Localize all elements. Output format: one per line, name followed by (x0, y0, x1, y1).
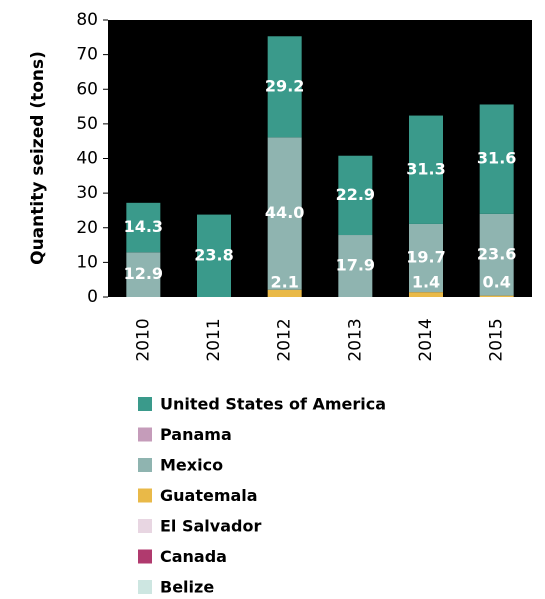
bar-segment (409, 223, 443, 293)
data-label: 31.6 (477, 149, 516, 168)
data-label: 17.9 (336, 256, 375, 275)
bar-segment (126, 202, 161, 253)
data-label: 12.9 (124, 264, 163, 283)
data-label: 23.6 (477, 244, 516, 263)
legend-swatch (138, 427, 152, 442)
data-label: 31.3 (406, 159, 445, 178)
legend-label: Canada (160, 547, 227, 566)
bar-segment (126, 252, 161, 297)
data-label: 14.3 (124, 217, 163, 236)
y-tick-label: 0 (87, 287, 98, 307)
bar-segment (409, 115, 443, 224)
legend-label: Mexico (160, 456, 223, 475)
data-label: 23.8 (194, 245, 233, 264)
data-label: 22.9 (336, 185, 375, 204)
data-label: 0.4 (482, 273, 510, 292)
bar-segment (267, 137, 302, 290)
legend-swatch (138, 397, 152, 411)
bar-segment (197, 214, 231, 297)
x-tick-label: 2014 (416, 318, 436, 361)
y-tick-label: 60 (76, 79, 98, 99)
y-tick-label: 10 (76, 252, 98, 272)
plot-area (108, 20, 532, 297)
x-tick-label: 2012 (275, 318, 295, 361)
legend-label: Guatemala (160, 486, 258, 505)
data-label: 44.0 (265, 203, 304, 222)
bar-segment (338, 235, 373, 297)
y-tick-label: 80 (76, 10, 98, 30)
data-label: 19.7 (406, 248, 445, 267)
legend-label: El Salvador (160, 517, 261, 536)
data-label: 1.4 (412, 273, 440, 292)
y-tick-label: 50 (76, 114, 98, 134)
bar-segment (267, 289, 302, 297)
legend-swatch (138, 549, 152, 564)
y-axis-label: Quantity seized (tons) (28, 51, 48, 265)
x-tick-label: 2011 (204, 318, 224, 361)
data-label: 29.2 (265, 76, 304, 95)
bar-segment (479, 295, 514, 297)
x-tick-label: 2010 (133, 318, 153, 361)
y-tick-label: 40 (76, 149, 98, 169)
legend-swatch (138, 488, 152, 503)
legend-label: Panama (160, 425, 232, 444)
y-tick-label: 70 (76, 45, 98, 65)
legend-swatch (138, 580, 152, 594)
legend-label: United States of America (160, 395, 386, 414)
legend-swatch (138, 458, 152, 472)
bar-segment (409, 292, 443, 297)
bar-segment (479, 213, 514, 296)
x-tick-label: 2013 (345, 318, 365, 361)
y-tick-label: 20 (76, 218, 98, 238)
data-label: 2.1 (270, 273, 298, 292)
bar-segment (338, 155, 373, 236)
bar-segment (267, 36, 302, 138)
legend-label: Belize (160, 578, 214, 597)
y-tick-label: 30 (76, 183, 98, 203)
legend-swatch (138, 519, 152, 533)
bar-segment (479, 104, 514, 214)
x-tick-label: 2015 (487, 318, 507, 361)
